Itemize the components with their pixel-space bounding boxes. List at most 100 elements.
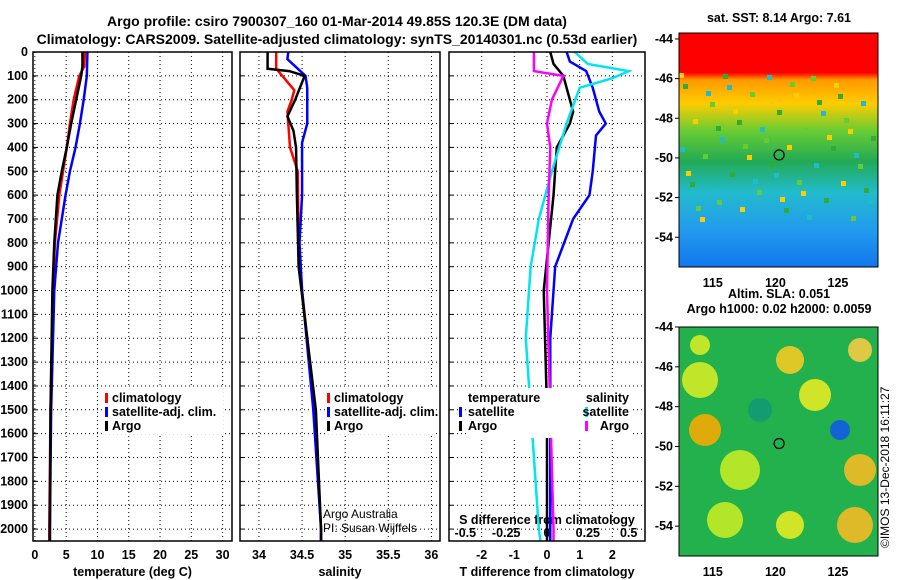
legend-background xyxy=(468,388,554,438)
lon-tick-label: 115 xyxy=(703,276,723,290)
y-tick-label: 1700 xyxy=(0,451,28,465)
sst-pixel xyxy=(838,94,843,99)
sst-pixel xyxy=(700,217,705,222)
sst-pixel xyxy=(679,73,684,78)
y-tick-label: 1100 xyxy=(1,307,28,321)
sst-pixel xyxy=(713,189,718,194)
sst-pixel xyxy=(871,136,876,141)
argo-location-marker xyxy=(773,149,785,161)
sst-pixel xyxy=(814,163,819,168)
sst-pixel xyxy=(723,74,728,79)
legend-entry: Argo xyxy=(468,419,498,433)
sst-pixel xyxy=(780,197,785,202)
y-tick-label: 900 xyxy=(7,260,28,274)
sla-blob xyxy=(720,450,760,490)
sst-pixel xyxy=(690,182,695,187)
series-line-satellite-adj--clim- xyxy=(286,51,323,541)
x-tick-label: 0 xyxy=(31,548,38,562)
sst-pixel xyxy=(730,172,735,177)
legend-entry: climatology xyxy=(112,391,182,405)
sst-pixel xyxy=(804,128,809,133)
plot-frame xyxy=(448,51,646,542)
legend-entry: satellite-adj. clim. xyxy=(112,405,216,419)
sst-pixel xyxy=(831,146,836,151)
sst-pixel xyxy=(680,147,685,152)
y-tick-label: 700 xyxy=(7,212,28,226)
legend-swatch xyxy=(327,421,330,431)
x-tick-label: -2 xyxy=(476,548,487,562)
sst-map-panel: -44 -46 -48 -50 -52 -54 115 120 125 sat. SST: 8.1… xyxy=(655,11,879,290)
sst-pixel xyxy=(848,129,853,134)
sst-pixel xyxy=(717,200,722,205)
x-tick-label: 20 xyxy=(153,548,167,562)
y-tick-label: 400 xyxy=(7,140,28,154)
lat-tick-label: -50 xyxy=(655,151,673,165)
legend-entry: satellite-adj. clim. xyxy=(334,405,438,419)
sst-pixel xyxy=(817,100,822,105)
legend-background xyxy=(325,388,435,434)
lon-tick-label: 115 xyxy=(703,565,723,579)
y-tick-label: 1800 xyxy=(0,474,28,488)
argo-location-marker xyxy=(773,437,785,450)
plot-frame xyxy=(32,51,233,542)
sla-blob xyxy=(776,346,804,374)
x-tick-label: 35 xyxy=(338,548,352,562)
legend-entry: satellite xyxy=(468,405,515,419)
lat-tick-label: -52 xyxy=(655,191,673,205)
map-title: sat. SST: 8.14 Argo: 7.61 xyxy=(707,11,851,25)
y-tick-label: 0 xyxy=(21,45,28,59)
lat-tick-label: -44 xyxy=(655,32,673,46)
sst-pixel xyxy=(764,138,769,143)
sst-pixel xyxy=(753,179,758,184)
legend-title: salinity xyxy=(586,391,629,405)
lon-tick-label: 125 xyxy=(828,276,849,290)
legend-swatch xyxy=(459,421,462,431)
x-tick-label: 25 xyxy=(184,548,198,562)
sst-pixel xyxy=(720,137,725,142)
sst-pixel xyxy=(757,190,762,195)
y-tick-label: 1300 xyxy=(0,355,28,369)
x-tick-label: 34 xyxy=(252,548,266,562)
figure-title-line1: Argo profile: csiro 7900307_160 01-Mar-2… xyxy=(107,13,567,29)
sst-pixel xyxy=(834,83,839,88)
sst-pixel xyxy=(854,153,859,158)
sst-pixel xyxy=(706,91,711,96)
figure-title-line2: Climatology: CARS2009. Satellite-adjuste… xyxy=(37,31,638,47)
sst-pixel xyxy=(747,155,752,160)
sst-pixel xyxy=(790,82,795,87)
sla-map-panel: -44 -46 -48 -50 -52 -54 115 120 125 Altim. SLA: 0… xyxy=(655,287,879,579)
sst-pixel xyxy=(770,162,775,167)
lat-tick-label: -48 xyxy=(655,400,673,414)
lat-tick-label: -54 xyxy=(655,519,673,533)
sst-pixel xyxy=(760,127,765,132)
x-tick-label: 1 xyxy=(576,548,583,562)
sst-pixel xyxy=(811,76,816,81)
sst-pixel xyxy=(824,198,829,203)
sst-pixel xyxy=(801,191,806,196)
sla-blob xyxy=(689,414,721,446)
lat-tick-label: -46 xyxy=(655,360,673,374)
sst-pixel xyxy=(861,101,866,106)
map-frame xyxy=(678,32,879,268)
sst-pixel xyxy=(743,144,748,149)
legend-swatch xyxy=(105,421,108,431)
series-line-argo xyxy=(48,52,84,541)
sla-blob xyxy=(776,511,804,539)
sst-pixel xyxy=(733,109,738,114)
salinity-panel: 34 34.5 35 35.5 36 salinity climatologysatelli… xyxy=(239,51,441,579)
sst-pixel xyxy=(851,216,856,221)
legend-entry: satellite xyxy=(582,405,629,419)
legend-background xyxy=(103,388,223,434)
legend-swatch xyxy=(327,407,330,417)
series-line-argo xyxy=(266,52,323,541)
x-tick-label: 35.5 xyxy=(376,548,400,562)
sst-pixel xyxy=(821,111,826,116)
sst-pixel xyxy=(686,171,691,176)
series-line-salinity-satellite xyxy=(524,51,633,542)
sla-blob xyxy=(830,420,850,440)
map-frame xyxy=(678,326,879,557)
x-tick-label: 10 xyxy=(91,548,105,562)
legend-swatch xyxy=(459,407,462,417)
sst-pixel xyxy=(710,102,715,107)
temperature-panel: 0100200300400500600700800900100011001200… xyxy=(0,45,233,579)
